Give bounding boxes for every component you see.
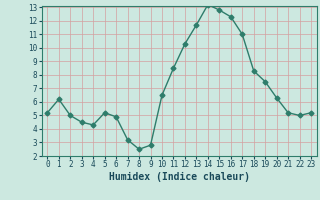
X-axis label: Humidex (Indice chaleur): Humidex (Indice chaleur) <box>109 172 250 182</box>
